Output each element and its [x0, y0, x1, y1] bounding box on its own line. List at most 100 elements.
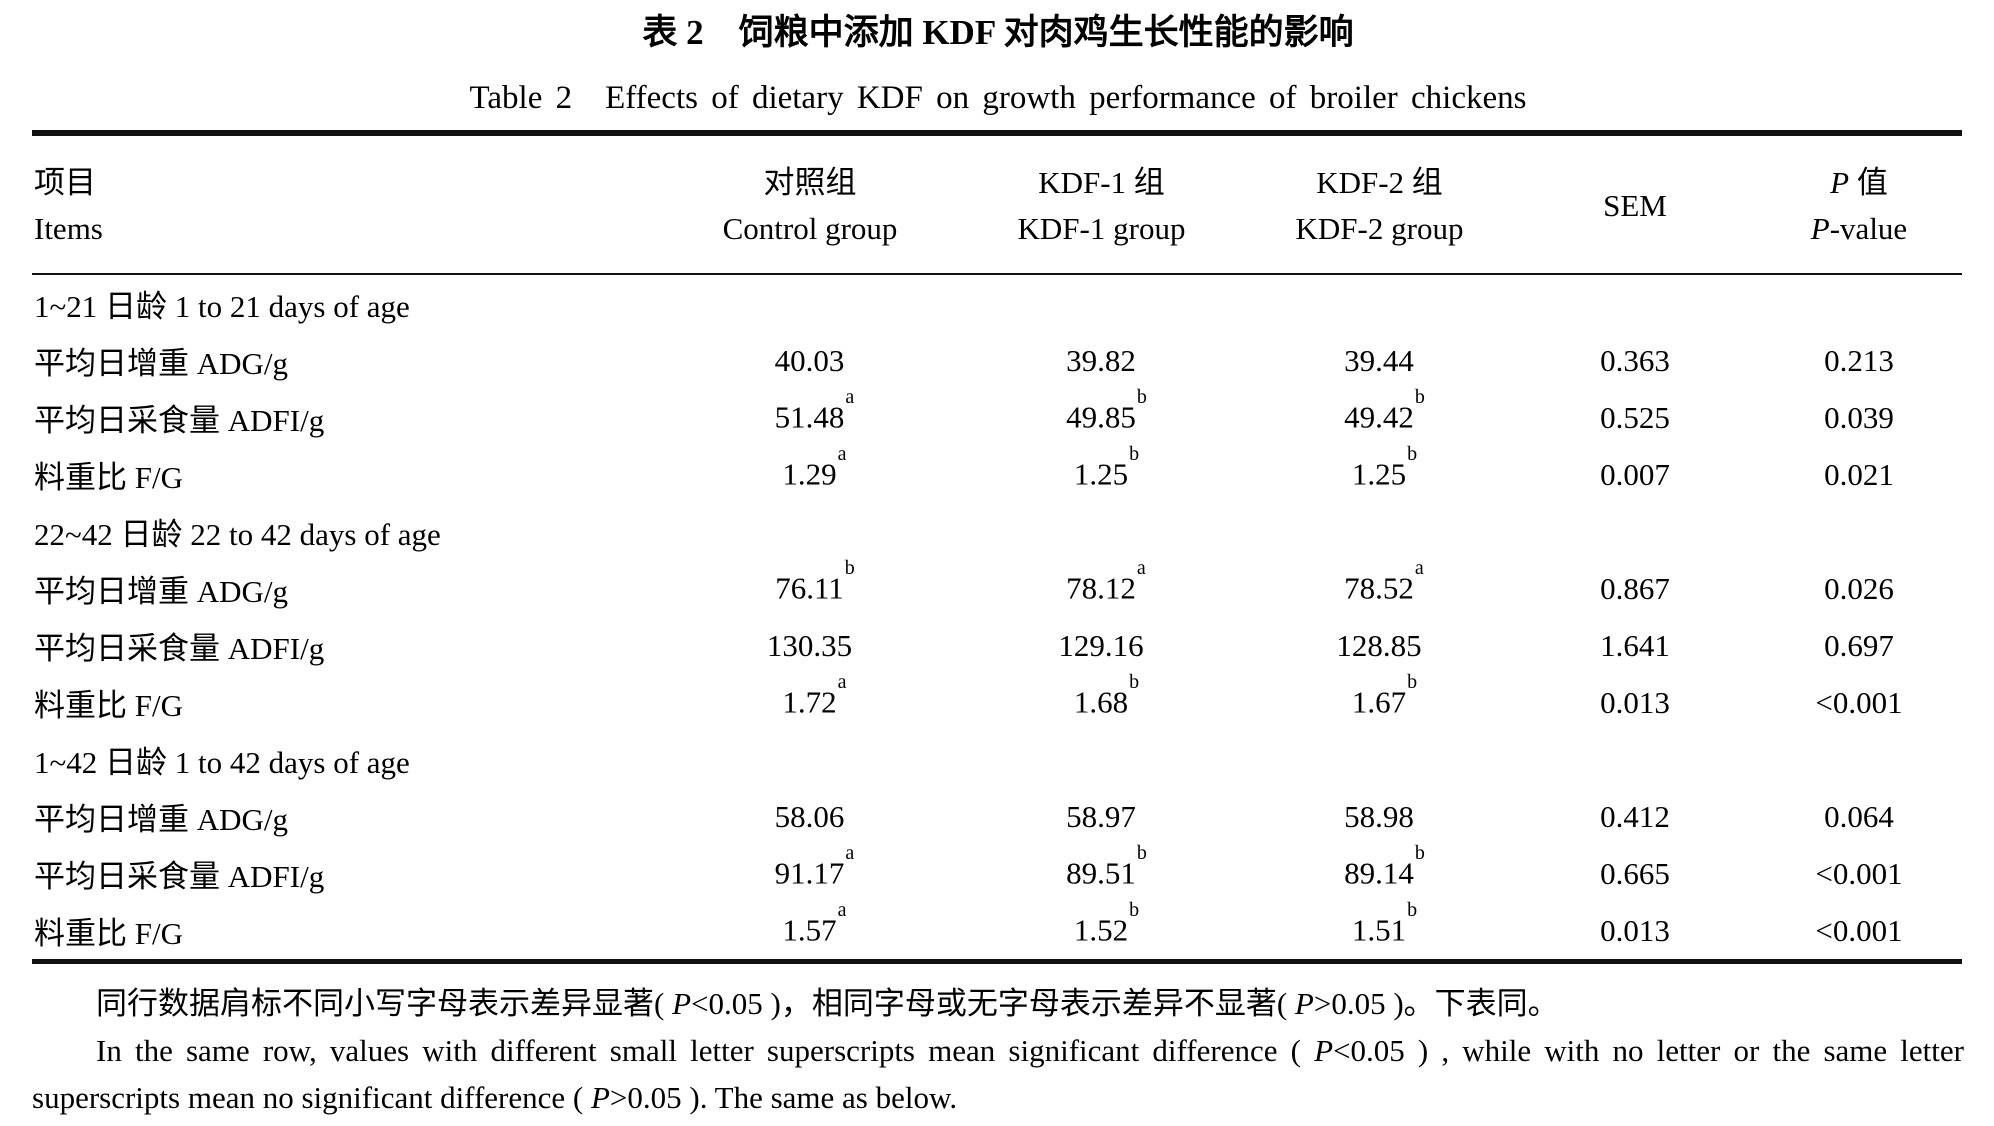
cell-kdf2: 1.25b: [1351, 443, 1418, 492]
cell-pvalue: <0.001: [1815, 684, 1903, 720]
cell-pvalue: <0.001: [1815, 855, 1903, 891]
table-row: 平均日采食量 ADFI/g 51.48a 49.85b 49.42b 0.525…: [32, 386, 1962, 446]
value: 49.42: [1344, 399, 1414, 435]
cell-control: 58.06: [662, 788, 958, 845]
col-header-kdf2-en: KDF-2 group: [1295, 211, 1464, 246]
value: 1.25: [1351, 456, 1407, 492]
col-header-control: 对照组 Control group: [662, 133, 958, 274]
value: 39.82: [1066, 342, 1136, 378]
value: 51.48: [774, 399, 845, 435]
table-row: 平均日增重 ADG/g 76.11b 78.12a 78.52a 0.867 0…: [32, 557, 1962, 617]
cell-sem: 0.363: [1600, 342, 1670, 378]
cell-control: 1.57a: [782, 899, 847, 948]
cell-control: 1.72a: [782, 671, 847, 720]
value: 58.98: [1344, 798, 1414, 834]
row-label: 平均日采食量 ADFI/g: [34, 859, 325, 894]
row-label: 料重比 F/G: [34, 688, 183, 723]
value: 91.17: [774, 855, 845, 891]
section-label: 1~42 日龄 1 to 42 days of age: [34, 745, 410, 780]
row-label: 料重比 F/G: [34, 460, 183, 495]
value: 1.57: [782, 912, 837, 948]
col-header-items-en: Items: [34, 211, 103, 246]
growth-performance-table: 项目 Items 对照组 Control group KDF-1 组 KDF-1…: [32, 130, 1962, 964]
row-label: 平均日增重 ADG/g: [34, 574, 289, 609]
value: 1.25: [1073, 456, 1129, 492]
col-header-kdf1-en: KDF-1 group: [1017, 211, 1186, 246]
value: 76.11: [775, 570, 844, 606]
cell-kdf1: 39.82: [958, 332, 1245, 389]
value: 40.03: [774, 342, 845, 378]
cell-kdf1: 1.25b: [1073, 443, 1140, 492]
value: 39.44: [1344, 342, 1414, 378]
cell-sem: 0.007: [1600, 456, 1670, 492]
row-label: 平均日采食量 ADFI/g: [34, 403, 325, 438]
col-header-pvalue-en: P-value: [1756, 206, 1962, 252]
cell-pvalue: 0.026: [1824, 570, 1894, 606]
header-row: 项目 Items 对照组 Control group KDF-1 组 KDF-1…: [32, 133, 1962, 274]
p-cn-rest: 值: [1849, 165, 1888, 200]
cell-sem: 0.412: [1600, 798, 1670, 834]
col-header-kdf2-cn: KDF-2 组: [1316, 165, 1443, 200]
footnotes: 同行数据肩标不同小写字母表示差异显著( P<0.05 )，相同字母或无字母表示差…: [32, 980, 1964, 1121]
value: 1.72: [782, 684, 837, 720]
value: 49.85: [1066, 399, 1136, 435]
cell-pvalue: 0.213: [1824, 342, 1894, 378]
cell-kdf2: 58.98: [1245, 788, 1514, 845]
table-row: 料重比 F/G 1.29a 1.25b 1.25b 0.007 0.021: [32, 443, 1962, 503]
cell-kdf2: 39.44: [1245, 332, 1514, 389]
footnote-en: In the same row, values with different s…: [32, 1033, 1964, 1115]
section-label: 22~42 日龄 22 to 42 days of age: [34, 517, 441, 552]
table-row: 平均日增重 ADG/g 40.03 39.82 39.44 0.363 0.21…: [32, 332, 1962, 389]
cell-kdf1: 49.85b: [1066, 386, 1147, 435]
value: 129.16: [1058, 627, 1144, 663]
p-italic: P: [1830, 165, 1850, 200]
col-header-kdf2: KDF-2 组 KDF-2 group: [1245, 133, 1514, 274]
cell-sem: 0.665: [1600, 855, 1670, 891]
cell-sem: 0.525: [1600, 399, 1670, 435]
cell-sem: 0.013: [1600, 684, 1670, 720]
col-header-items: 项目 Items: [32, 133, 662, 274]
col-header-items-cn: 项目: [34, 165, 96, 200]
col-header-pvalue: P 值 P-value: [1756, 133, 1962, 274]
cell-kdf1: 129.16: [958, 617, 1245, 674]
cell-control: 91.17a: [774, 842, 855, 891]
p-en-rest: -value: [1829, 211, 1908, 246]
col-header-kdf1: KDF-1 组 KDF-1 group: [958, 133, 1245, 274]
col-header-control-cn: 对照组: [763, 165, 857, 200]
cell-control: 130.35: [662, 617, 958, 674]
col-header-pvalue-cn: P 值: [1756, 160, 1962, 206]
row-label: 平均日增重 ADG/g: [34, 346, 289, 381]
section-label: 1~21 日龄 1 to 21 days of age: [34, 289, 410, 324]
cell-kdf1: 58.97: [958, 788, 1245, 845]
cell-pvalue: 0.697: [1824, 627, 1894, 663]
table-row: 料重比 F/G 1.72a 1.68b 1.67b 0.013 <0.001: [32, 671, 1962, 731]
cell-kdf2: 1.67b: [1351, 671, 1418, 720]
cell-control: 76.11b: [775, 557, 855, 606]
cell-control: 51.48a: [774, 386, 855, 435]
col-header-sem: SEM: [1514, 133, 1756, 274]
value: 78.12: [1066, 570, 1136, 606]
value: 89.14: [1344, 855, 1414, 891]
cell-kdf2: 128.85: [1245, 617, 1514, 674]
table-title-en: Table 2 Effects of dietary KDF on growth…: [469, 80, 1527, 116]
value: 58.06: [774, 798, 845, 834]
section-row: 1~21 日龄 1 to 21 days of age: [32, 274, 1962, 332]
table-row: 平均日采食量 ADFI/g 130.35 129.16 128.85 1.641…: [32, 617, 1962, 674]
section-row: 1~42 日龄 1 to 42 days of age: [32, 731, 1962, 788]
cell-pvalue: 0.021: [1824, 456, 1894, 492]
cell-control: 40.03: [662, 332, 958, 389]
table-row: 料重比 F/G 1.57a 1.52b 1.51b 0.013 <0.001: [32, 899, 1962, 962]
row-label: 料重比 F/G: [34, 916, 183, 951]
col-header-kdf1-cn: KDF-1 组: [1038, 165, 1165, 200]
value: 58.97: [1066, 798, 1136, 834]
cell-kdf1: 1.68b: [1073, 671, 1140, 720]
col-header-control-en: Control group: [722, 211, 898, 246]
table-row: 平均日采食量 ADFI/g 91.17a 89.51b 89.14b 0.665…: [32, 842, 1962, 902]
row-label: 平均日采食量 ADFI/g: [34, 631, 325, 666]
value: 78.52: [1344, 570, 1414, 606]
cell-kdf2: 78.52a: [1344, 557, 1424, 606]
value: 1.68: [1073, 684, 1129, 720]
cell-pvalue: <0.001: [1815, 912, 1903, 948]
cell-sem: 0.013: [1600, 912, 1670, 948]
